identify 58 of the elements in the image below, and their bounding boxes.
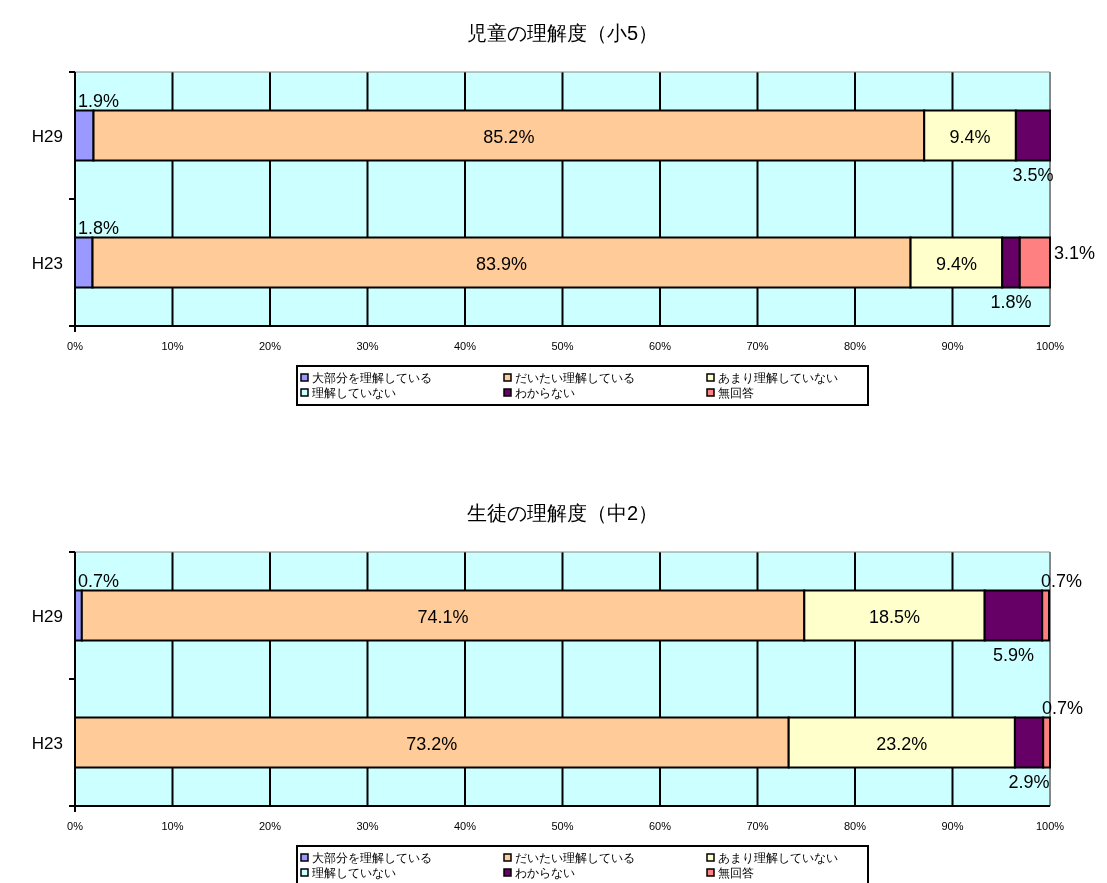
- x-tick-label: 40%: [453, 340, 477, 352]
- data-label: 23.2%: [876, 733, 928, 754]
- x-tick-label: 10%: [161, 340, 184, 352]
- x-tick-label: 100%: [1035, 820, 1065, 832]
- data-label: 0.7%: [78, 570, 120, 591]
- x-tick-label: 80%: [843, 820, 867, 832]
- data-label: 3.5%: [1012, 164, 1054, 185]
- x-tick-label: 20%: [258, 820, 282, 832]
- legend-label: だいたい理解している: [515, 851, 635, 865]
- legend-label: 理解していない: [312, 866, 396, 880]
- data-label: 18.5%: [868, 606, 921, 627]
- x-tick-label: 30%: [356, 820, 379, 832]
- legend-label: わからない: [515, 386, 575, 400]
- legend-label: 理解していない: [312, 386, 396, 400]
- legend-label: だいたい理解している: [515, 371, 635, 385]
- x-tick-label: 10%: [161, 820, 184, 832]
- data-label: 1.8%: [78, 217, 120, 238]
- data-label: 2.9%: [1008, 771, 1050, 792]
- x-tick-label: 70%: [746, 340, 769, 352]
- y-tick-label: H29: [31, 126, 63, 146]
- x-tick-label: 20%: [258, 340, 282, 352]
- legend-label: 無回答: [718, 386, 754, 400]
- legend-label: 大部分を理解している: [312, 371, 432, 385]
- legend-label: 大部分を理解している: [312, 851, 432, 865]
- data-label: 85.2%: [483, 126, 535, 147]
- chart-title: 児童の理解度（小5）: [466, 22, 659, 44]
- data-label: 5.9%: [992, 644, 1034, 665]
- legend-label: あまり理解していない: [718, 371, 838, 385]
- data-label: 9.4%: [935, 253, 977, 274]
- y-tick-label: H23: [31, 253, 63, 273]
- x-tick-label: 30%: [356, 340, 379, 352]
- y-tick-label: H23: [31, 733, 63, 753]
- x-tick-label: 60%: [648, 820, 672, 832]
- data-label: 9.4%: [949, 126, 991, 147]
- x-tick-label: 60%: [648, 340, 672, 352]
- x-tick-label: 70%: [746, 820, 769, 832]
- x-tick-label: 100%: [1035, 340, 1065, 352]
- x-tick-label: 50%: [551, 340, 574, 352]
- data-label: 73.2%: [406, 733, 458, 754]
- data-label: 1.8%: [990, 291, 1032, 312]
- y-tick-label: H29: [31, 606, 63, 626]
- legend-label: わからない: [515, 866, 575, 880]
- data-label: 1.9%: [78, 90, 120, 111]
- x-tick-label: 90%: [941, 340, 964, 352]
- data-label: 0.7%: [1042, 697, 1084, 718]
- data-label: 3.1%: [1054, 242, 1096, 263]
- data-label: 74.1%: [417, 606, 469, 627]
- legend-label: あまり理解していない: [718, 851, 838, 865]
- legend-label: 無回答: [718, 866, 754, 880]
- chart-title: 生徒の理解度（中2）: [466, 502, 659, 524]
- data-label: 0.7%: [1041, 570, 1083, 591]
- data-label: 83.9%: [476, 253, 528, 274]
- x-tick-label: 0%: [67, 820, 84, 832]
- x-tick-label: 40%: [453, 820, 477, 832]
- x-tick-label: 90%: [941, 820, 964, 832]
- x-tick-label: 80%: [843, 340, 867, 352]
- x-tick-label: 50%: [551, 820, 574, 832]
- x-tick-label: 0%: [67, 340, 84, 352]
